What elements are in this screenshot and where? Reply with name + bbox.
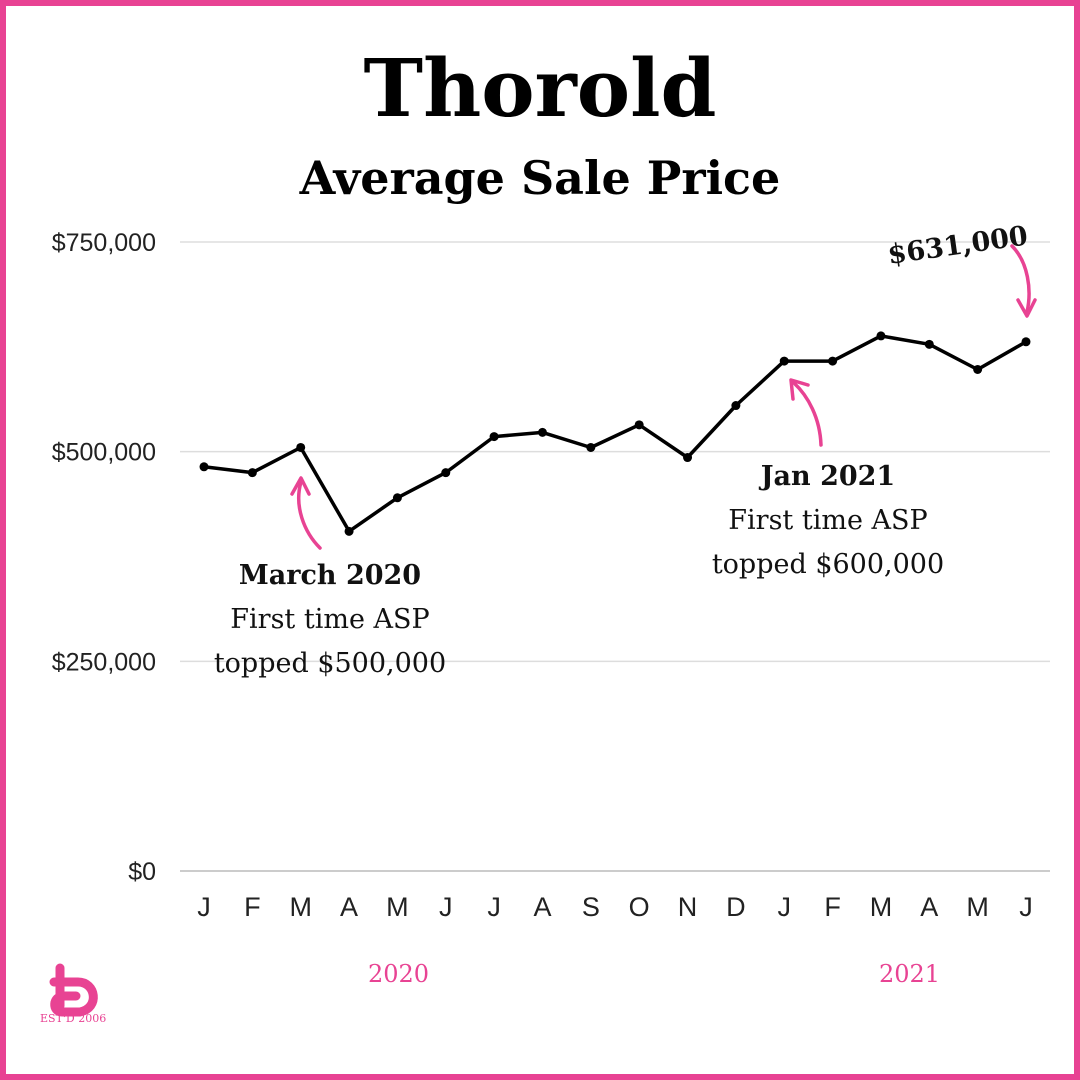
brand-logo	[49, 963, 98, 1017]
x-tick-label: D	[726, 892, 746, 922]
x-tick-label: A	[533, 892, 551, 922]
data-point	[586, 442, 596, 452]
arrow-march-2020-head	[290, 476, 311, 496]
data-point	[296, 442, 306, 452]
data-point	[392, 493, 402, 503]
chart-subtitle: Average Sale Price	[299, 151, 781, 205]
data-point	[731, 401, 741, 411]
data-point	[973, 364, 983, 374]
x-tick-label: S	[582, 892, 600, 922]
x-tick-label: M	[870, 892, 893, 922]
y-tick-label: $250,000	[52, 648, 156, 676]
x-tick-label: J	[197, 892, 211, 922]
arrow-jan-2021-head	[789, 378, 810, 401]
x-tick-label: M	[966, 892, 989, 922]
data-point	[199, 462, 209, 472]
annotation-jan-2021-line2: topped $600,000	[711, 549, 945, 580]
data-point	[1021, 337, 1031, 347]
annotation-march-2020-line1: First time ASP	[230, 604, 430, 635]
x-tick-label: M	[289, 892, 312, 922]
series-points	[199, 331, 1031, 536]
annotation-jan-2021-line1: First time ASP	[728, 505, 928, 536]
y-tick-label: $500,000	[52, 439, 156, 467]
data-point	[344, 526, 354, 536]
arrow-jan-2021	[792, 381, 823, 447]
x-tick-label: J	[777, 892, 791, 922]
y-tick-label: $750,000	[52, 229, 156, 257]
data-point	[924, 339, 934, 349]
arrow-march-2020	[296, 480, 322, 550]
logo-established-text: EST'D 2006	[40, 1012, 107, 1025]
x-tick-label: A	[340, 892, 358, 922]
grid-lines	[180, 241, 1050, 872]
year-label-2020: 2020	[368, 960, 430, 988]
year-label-2021: 2021	[879, 960, 941, 988]
annotation-jan-2021: Jan 2021 First time ASP topped $600,000	[678, 455, 978, 587]
data-point	[441, 468, 451, 478]
x-tick-label: F	[824, 892, 841, 922]
x-tick-label: A	[920, 892, 938, 922]
data-point	[489, 432, 499, 442]
x-tick-label: J	[439, 892, 453, 922]
x-tick-label: J	[487, 892, 501, 922]
data-point	[876, 331, 886, 341]
x-tick-label: O	[629, 892, 650, 922]
arrow-callout	[1010, 244, 1031, 314]
data-point	[247, 468, 257, 478]
x-tick-label: J	[1019, 892, 1033, 922]
data-point	[828, 356, 838, 366]
y-tick-label: $0	[128, 858, 156, 886]
data-point	[537, 427, 547, 437]
x-tick-label: N	[678, 892, 698, 922]
annotation-jan-2021-head: Jan 2021	[760, 461, 896, 492]
chart-title: Thorold	[363, 41, 717, 135]
x-tick-label: M	[386, 892, 409, 922]
arrow-callout-head	[1016, 298, 1037, 318]
data-point	[683, 453, 693, 463]
data-point	[634, 420, 644, 430]
series-line-layer	[203, 334, 1027, 534]
x-tick-label: F	[244, 892, 261, 922]
annotation-march-2020: March 2020 First time ASP topped $500,00…	[180, 554, 480, 686]
annotation-arrows	[290, 244, 1037, 550]
annotation-march-2020-line2: topped $500,000	[213, 648, 447, 679]
data-point	[779, 356, 789, 366]
annotation-march-2020-head: March 2020	[238, 560, 422, 591]
y-axis-ticks: $750,000 $500,000 $250,000 $0	[52, 229, 156, 886]
series-line	[203, 334, 1027, 534]
